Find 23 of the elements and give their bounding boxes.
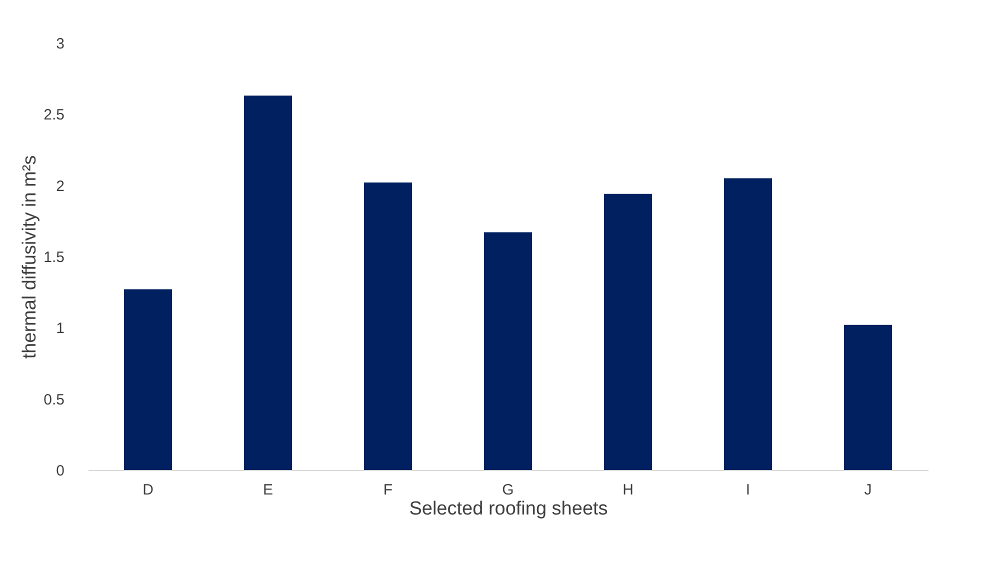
x-tick-label: F (383, 482, 393, 498)
bar (244, 96, 292, 470)
bar (604, 194, 652, 470)
bar (484, 232, 532, 470)
y-tick-label: 0.5 (44, 391, 64, 408)
y-tick-label: 2 (56, 178, 64, 195)
x-tick-label: G (502, 482, 514, 498)
x-tick-label: I (746, 482, 750, 498)
y-tick-label: 3 (56, 36, 64, 52)
x-tick-label: E (262, 482, 274, 498)
x-tick-label: D (142, 482, 154, 498)
y-tick-label: 2.5 (44, 106, 64, 124)
bar (124, 289, 172, 470)
y-tick-label: 1.5 (44, 249, 64, 266)
x-tick-label: H (622, 482, 634, 498)
y-tick-label: 0 (56, 462, 64, 480)
y-tick-label: 1 (56, 320, 64, 338)
bar (844, 324, 892, 470)
x-tick-label: J (864, 482, 872, 498)
bar (724, 178, 772, 470)
bar (364, 182, 412, 470)
y-axis-title: thermal diffusivity in m²s (20, 155, 41, 359)
x-axis-title: Selected roofing sheets (409, 498, 608, 520)
